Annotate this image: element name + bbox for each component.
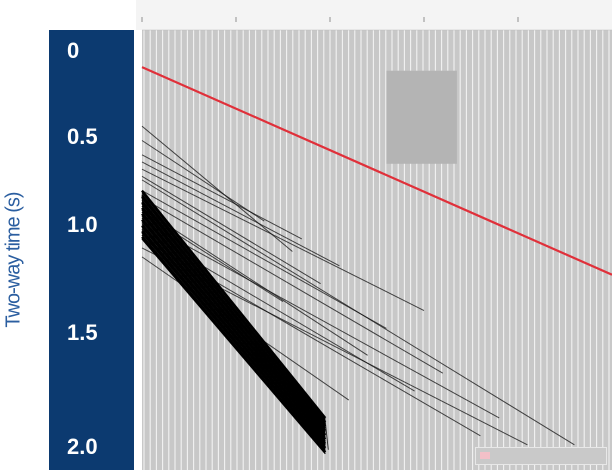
wiggle-trace — [226, 299, 231, 335]
reflection-line — [141, 197, 444, 374]
reflection-line — [141, 208, 368, 356]
reflection-line — [141, 179, 575, 446]
wiggle-trace — [155, 212, 160, 252]
dense-reflection-line — [141, 197, 326, 425]
dense-reflection-line — [141, 203, 326, 429]
x-axis-strip — [136, 0, 612, 30]
reflection-line — [141, 168, 425, 311]
dense-reflection-line — [141, 236, 327, 454]
y-axis-label-container: Two-way time (s) — [2, 150, 26, 370]
dense-reflection-line — [141, 209, 326, 433]
dense-reflection-line — [141, 195, 327, 424]
reflection-line — [141, 154, 303, 240]
wiggle-trace — [141, 194, 146, 235]
wiggle-trace — [240, 316, 245, 351]
wiggle-trace — [244, 322, 249, 357]
wiggle-trace — [282, 369, 287, 401]
wiggle-trace — [287, 375, 292, 406]
highlight-box — [386, 70, 457, 164]
wiggle-trace — [197, 264, 202, 302]
wiggle-trace — [277, 363, 282, 395]
dense-reflection-line — [141, 232, 326, 450]
dense-reflection-line — [141, 230, 327, 449]
wiggle-trace — [169, 229, 174, 269]
wiggle-trace — [188, 252, 193, 291]
seismic-plot-svg — [136, 0, 612, 470]
pick-line — [141, 66, 612, 276]
wiggle-trace — [193, 258, 198, 296]
wiggle-trace — [301, 392, 306, 423]
plot-background — [142, 30, 612, 470]
wiggle-trace — [306, 398, 310, 428]
legend-swatch — [480, 452, 490, 459]
y-tick-label: 0 — [67, 38, 80, 63]
wiggle-trace — [183, 247, 188, 285]
dense-reflection-line — [141, 207, 327, 432]
wiggle-trace — [216, 287, 221, 324]
wiggle-trace — [249, 328, 254, 362]
wiggle-trace — [221, 293, 226, 329]
wiggle-trace — [268, 351, 273, 384]
wiggle-trace — [207, 276, 212, 313]
wiggle-trace — [310, 404, 315, 434]
wiggle-trace — [179, 241, 184, 280]
y-tick-label: 0.5 — [67, 124, 98, 149]
seismic-plot — [136, 0, 612, 470]
dense-reflection-line — [141, 189, 327, 419]
wiggle-trace — [212, 282, 216, 318]
wiggle-trace — [230, 305, 235, 340]
wiggle-trace — [165, 223, 169, 263]
y-axis-label: Two-way time (s) — [2, 192, 25, 328]
wiggle-trace — [263, 346, 268, 379]
dense-reflection-line — [141, 201, 327, 428]
wiggle-trace — [259, 340, 263, 373]
wiggle-trace — [254, 334, 259, 368]
y-axis-panel: 0 0.5 1.0 1.5 2.0 — [49, 30, 134, 470]
y-tick-label: 1.5 — [67, 320, 98, 345]
reflection-line — [141, 125, 293, 252]
dense-reflection-line — [141, 215, 326, 437]
wiggle-trace — [202, 270, 207, 307]
wiggle-trace — [174, 235, 179, 274]
wiggle-trace — [320, 416, 325, 445]
y-tick-label: 1.0 — [67, 212, 98, 237]
wiggle-trace — [296, 386, 301, 417]
wiggle-trace — [235, 311, 240, 346]
wiggle-trace — [315, 410, 320, 439]
legend — [475, 447, 607, 465]
wiggle-trace — [150, 206, 155, 246]
reflection-line — [141, 161, 340, 267]
wiggle-trace — [160, 217, 165, 258]
wiggle-trace — [273, 357, 278, 390]
reflection-line — [141, 220, 500, 419]
wiggle-trace — [146, 200, 151, 241]
wiggle-trace — [291, 381, 296, 412]
dense-reflection-line — [141, 192, 326, 420]
dense-reflection-line — [141, 213, 327, 436]
reflection-line — [141, 175, 321, 285]
reflection-line — [141, 190, 387, 329]
y-tick-label: 2.0 — [67, 434, 98, 459]
wiggle-trace — [324, 421, 329, 450]
dense-reflection-line — [141, 238, 326, 455]
reflection-line — [141, 140, 265, 222]
